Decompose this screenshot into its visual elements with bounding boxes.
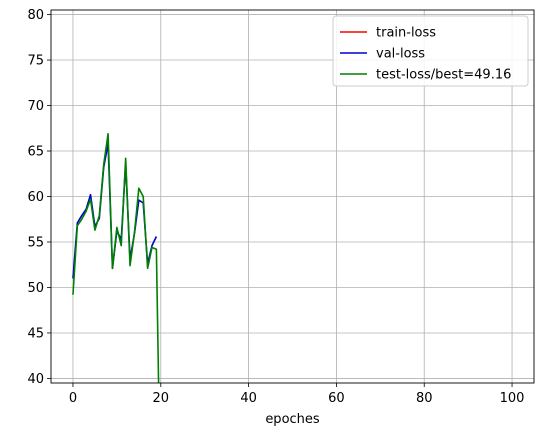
axis-ticks: 0 20 40 60 80 100 40 45 50 55 60 65 70 75 80 bbox=[27, 8, 524, 406]
x-tick-label: 0 bbox=[69, 391, 77, 406]
y-tick-label: 50 bbox=[27, 281, 44, 296]
y-tick-label: 45 bbox=[27, 326, 44, 341]
legend-label: test-loss/best=49.16 bbox=[376, 68, 511, 83]
y-tick-label: 80 bbox=[27, 8, 44, 23]
y-tick-label: 60 bbox=[27, 190, 44, 205]
y-tick-label: 55 bbox=[27, 235, 44, 250]
x-tick-label: 40 bbox=[240, 391, 257, 406]
y-tick-label: 70 bbox=[27, 99, 44, 114]
series-line-2 bbox=[72, 132, 160, 384]
legend-label: val-loss bbox=[376, 47, 425, 62]
x-tick-label: 80 bbox=[416, 391, 433, 406]
x-tick-label: 100 bbox=[500, 391, 525, 406]
y-tick-label: 75 bbox=[27, 54, 44, 69]
y-tick-label: 40 bbox=[27, 372, 44, 387]
series-lines bbox=[72, 132, 160, 384]
legend: train-loss val-loss test-loss/best=49.16 bbox=[332, 15, 529, 87]
y-tick-label: 65 bbox=[27, 145, 44, 160]
legend-box bbox=[332, 15, 529, 87]
x-axis-label: epoches bbox=[265, 412, 320, 427]
x-tick-label: 20 bbox=[152, 391, 169, 406]
x-tick-label: 60 bbox=[328, 391, 345, 406]
legend-label: train-loss bbox=[376, 26, 436, 41]
